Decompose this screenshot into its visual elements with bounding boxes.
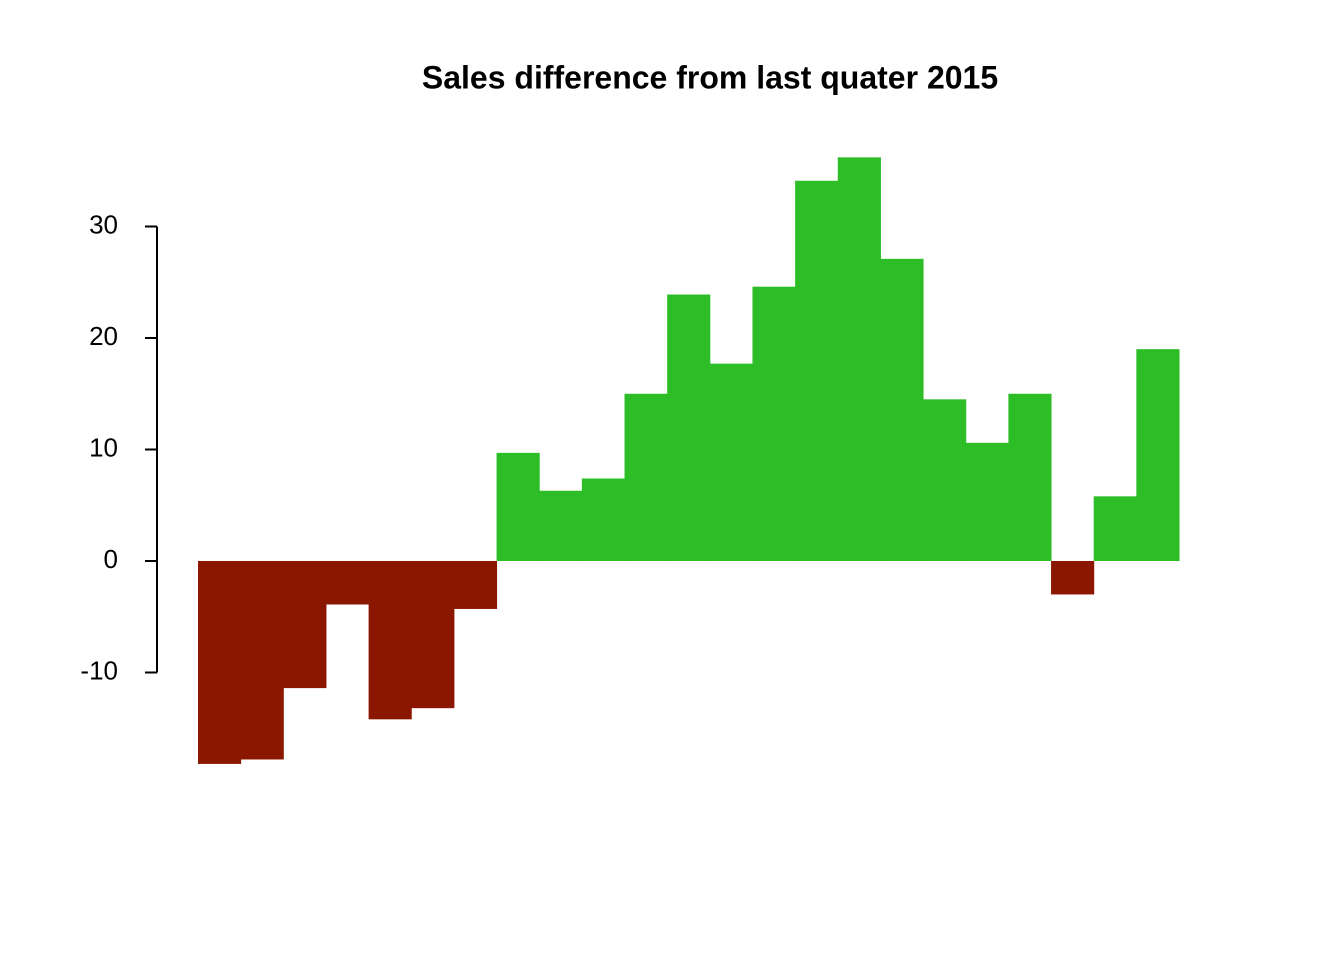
chart-title: Sales difference from last quater 2015 xyxy=(422,59,998,95)
bar xyxy=(283,561,327,689)
y-tick-label: 30 xyxy=(89,209,118,239)
bar xyxy=(539,490,583,561)
bar xyxy=(837,157,881,561)
bar xyxy=(581,478,626,561)
bar xyxy=(795,180,839,561)
bar xyxy=(411,561,455,709)
bar xyxy=(198,561,242,764)
bar xyxy=(496,452,540,561)
bar xyxy=(667,294,711,561)
bar xyxy=(368,561,412,720)
bar xyxy=(453,561,498,609)
bar xyxy=(923,399,967,561)
bar xyxy=(325,561,370,605)
bar xyxy=(1051,561,1095,595)
bar xyxy=(880,258,924,561)
y-tick-label: -10 xyxy=(80,655,118,685)
bar xyxy=(1093,496,1137,561)
bar xyxy=(709,363,753,561)
y-tick-label: 20 xyxy=(89,321,118,351)
bar xyxy=(1136,349,1180,561)
y-tick-label: 0 xyxy=(104,544,118,574)
bar xyxy=(1008,393,1052,561)
bar xyxy=(624,393,668,561)
bar xyxy=(965,442,1009,561)
bar xyxy=(240,561,284,760)
bar xyxy=(752,286,796,561)
y-tick-label: 10 xyxy=(89,432,118,462)
